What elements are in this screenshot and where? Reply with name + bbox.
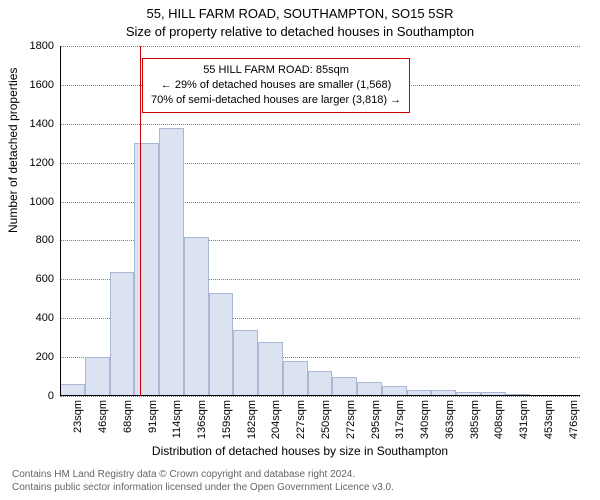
histogram-bar [258, 342, 283, 396]
histogram-bar [308, 371, 333, 396]
page-title: 55, HILL FARM ROAD, SOUTHAMPTON, SO15 5S… [0, 6, 600, 21]
x-tick-label: 476sqm [568, 400, 580, 439]
grid-line [60, 124, 580, 126]
x-tick-label: 68sqm [122, 400, 134, 433]
y-tick-label: 200 [36, 351, 54, 363]
y-tick-label: 600 [36, 273, 54, 285]
x-tick-label: 23sqm [72, 400, 84, 433]
annotation-line: 55 HILL FARM ROAD: 85sqm [151, 63, 401, 78]
y-tick-label: 1400 [30, 118, 54, 130]
histogram-bar [332, 377, 357, 396]
x-axis [60, 395, 580, 396]
histogram-bar [159, 128, 184, 396]
grid-line [60, 46, 580, 48]
x-tick-label: 453sqm [543, 400, 555, 439]
footer-line-2: Contains public sector information licen… [12, 481, 394, 494]
x-tick-label: 91sqm [147, 400, 159, 433]
y-tick-label: 800 [36, 234, 54, 246]
x-tick-label: 385sqm [469, 400, 481, 439]
y-tick-label: 0 [48, 390, 54, 402]
x-tick-label: 136sqm [196, 400, 208, 439]
y-tick-label: 400 [36, 312, 54, 324]
histogram-bar [85, 357, 110, 396]
y-tick-label: 1200 [30, 157, 54, 169]
x-tick-label: 159sqm [221, 400, 233, 439]
annotation-line: ← 29% of detached houses are smaller (1,… [151, 78, 401, 93]
x-tick-label: 182sqm [246, 400, 258, 439]
x-tick-label: 46sqm [97, 400, 109, 433]
y-tick-label: 1000 [30, 196, 54, 208]
x-tick-label: 317sqm [394, 400, 406, 439]
histogram-bar [134, 143, 159, 396]
x-tick-label: 250sqm [320, 400, 332, 439]
footer-line-1: Contains HM Land Registry data © Crown c… [12, 468, 394, 481]
histogram-bar [283, 361, 308, 396]
histogram-bar [209, 293, 234, 396]
current-property-marker [140, 46, 141, 396]
annotation-line: 70% of semi-detached houses are larger (… [151, 93, 401, 108]
histogram-bar [233, 330, 258, 396]
y-tick-label: 1800 [30, 40, 54, 52]
x-tick-label: 114sqm [171, 400, 183, 438]
y-axis-label: Number of detached properties [6, 68, 20, 233]
histogram-bar [357, 382, 382, 396]
histogram-bar [184, 237, 209, 396]
grid-line [60, 396, 580, 398]
x-tick-label: 431sqm [518, 400, 530, 439]
x-tick-label: 227sqm [295, 400, 307, 439]
annotation-box: 55 HILL FARM ROAD: 85sqm← 29% of detache… [142, 58, 410, 113]
x-axis-label: Distribution of detached houses by size … [0, 444, 600, 458]
x-tick-label: 363sqm [444, 400, 456, 439]
x-tick-label: 408sqm [493, 400, 505, 439]
footer-attribution: Contains HM Land Registry data © Crown c… [12, 468, 394, 494]
x-tick-label: 204sqm [270, 400, 282, 439]
chart-subtitle: Size of property relative to detached ho… [0, 24, 600, 39]
y-tick-label: 1600 [30, 79, 54, 91]
x-tick-label: 272sqm [345, 400, 357, 439]
y-axis [60, 46, 61, 396]
x-tick-label: 295sqm [370, 400, 382, 439]
histogram-bar [110, 272, 135, 396]
x-tick-label: 340sqm [419, 400, 431, 439]
